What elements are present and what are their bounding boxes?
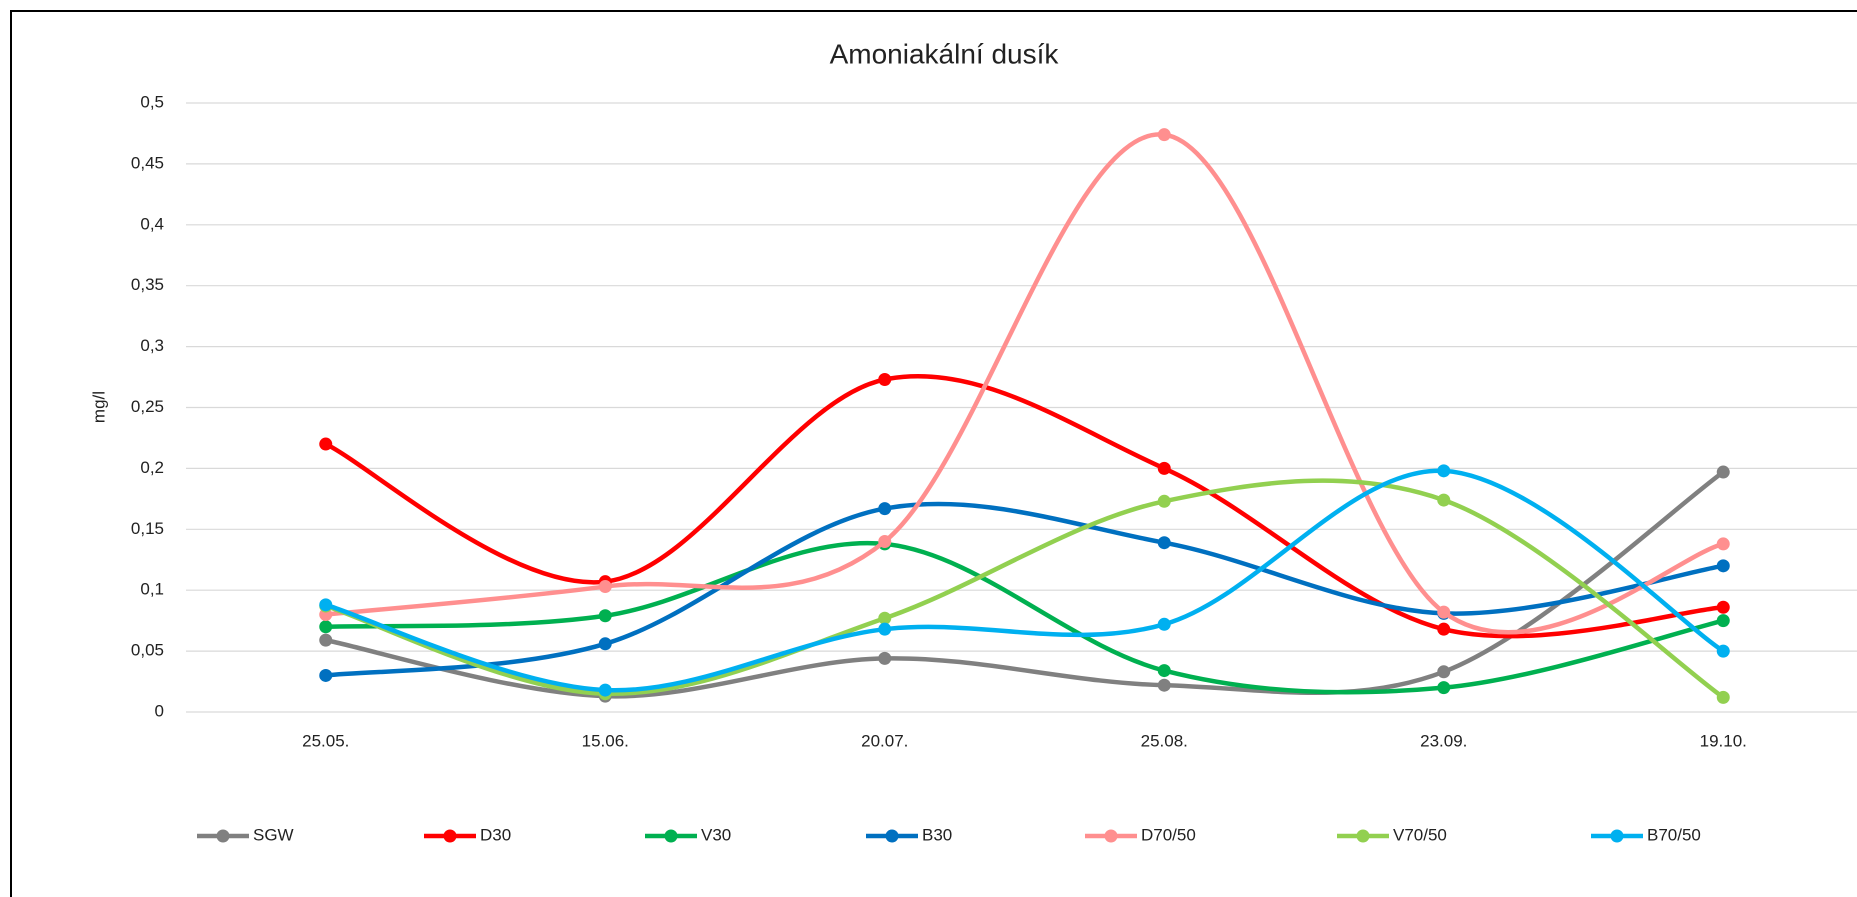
data-point [1716, 537, 1730, 551]
data-point [1716, 600, 1730, 614]
data-point [1157, 678, 1171, 692]
data-point [1716, 644, 1730, 658]
chart-border [10, 10, 1857, 897]
y-tick-label: 0,3 [140, 336, 164, 355]
data-point [598, 580, 612, 594]
y-tick-label: 0,4 [140, 214, 164, 233]
series-line [323, 469, 1726, 699]
y-tick-label: 0,2 [140, 458, 164, 477]
data-point [1437, 681, 1451, 695]
data-point [1437, 464, 1451, 478]
data-point [319, 633, 333, 647]
data-point [1437, 493, 1451, 507]
data-point [319, 437, 333, 451]
x-tick-label: 25.05. [302, 731, 349, 750]
x-tick-label: 23.09. [1420, 731, 1467, 750]
legend-marker [1356, 829, 1370, 843]
legend-marker [1610, 829, 1624, 843]
data-point [598, 609, 612, 623]
data-point [1157, 461, 1171, 475]
legend-marker [216, 829, 230, 843]
y-tick-label: 0,35 [131, 275, 164, 294]
data-point [878, 622, 892, 636]
x-tick-label: 15.06. [582, 731, 629, 750]
data-point [878, 651, 892, 665]
data-point [1716, 614, 1730, 628]
legend-label: V70/50 [1393, 825, 1447, 844]
legend-label: SGW [253, 825, 294, 844]
data-point [878, 534, 892, 548]
data-point [878, 502, 892, 516]
y-tick-label: 0,5 [140, 92, 164, 111]
data-point [319, 620, 333, 634]
data-point [1437, 665, 1451, 679]
legend-marker [664, 829, 678, 843]
data-point [1157, 664, 1171, 678]
x-tick-label: 20.07. [861, 731, 908, 750]
y-tick-label: 0,05 [131, 641, 164, 660]
data-point [1157, 536, 1171, 550]
data-point [1716, 559, 1730, 573]
legend-marker [1104, 829, 1118, 843]
legend-label: B30 [922, 825, 952, 844]
series-line [323, 373, 1726, 639]
legend-label: B70/50 [1647, 825, 1701, 844]
legend-marker [443, 829, 457, 843]
chart-title: Amoniakální dusík [830, 38, 1060, 69]
y-tick-label: 0,45 [131, 153, 164, 172]
data-point [1157, 617, 1171, 631]
data-point [1157, 128, 1171, 142]
series-line [323, 540, 1726, 695]
legend-marker [885, 829, 899, 843]
y-tick-label: 0,15 [131, 519, 164, 538]
legend-label: D30 [480, 825, 511, 844]
series-line [323, 468, 1726, 693]
data-point [1716, 465, 1730, 479]
y-tick-label: 0,25 [131, 397, 164, 416]
data-point [598, 683, 612, 697]
x-tick-label: 25.08. [1141, 731, 1188, 750]
data-point [319, 668, 333, 682]
data-point [878, 611, 892, 625]
y-tick-label: 0,1 [140, 580, 164, 599]
y-tick-label: 0 [155, 701, 164, 720]
data-point [878, 372, 892, 386]
data-point [1157, 494, 1171, 508]
y-axis-label: mg/l [89, 391, 108, 423]
data-point [1437, 605, 1451, 619]
legend-label: D70/50 [1141, 825, 1196, 844]
data-point [1716, 690, 1730, 704]
series-line [323, 478, 1726, 700]
data-point [598, 637, 612, 651]
series-line [323, 501, 1726, 678]
legend-label: V30 [701, 825, 731, 844]
x-tick-label: 19.10. [1700, 731, 1747, 750]
data-point [319, 598, 333, 612]
data-point [1437, 622, 1451, 636]
